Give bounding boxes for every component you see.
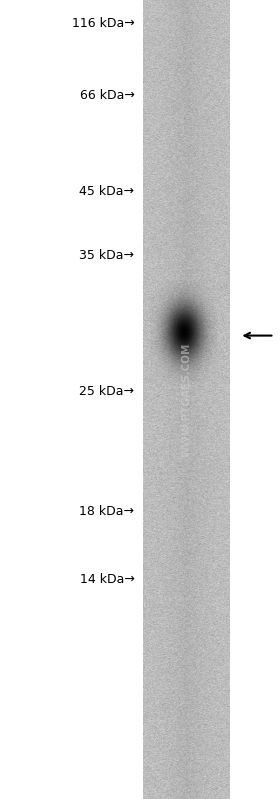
- Text: 45 kDa→: 45 kDa→: [80, 185, 134, 198]
- Text: 25 kDa→: 25 kDa→: [80, 385, 134, 398]
- Text: 35 kDa→: 35 kDa→: [80, 249, 134, 262]
- Text: 18 kDa→: 18 kDa→: [80, 505, 134, 518]
- Text: 66 kDa→: 66 kDa→: [80, 89, 134, 102]
- Text: 116 kDa→: 116 kDa→: [72, 18, 134, 30]
- Text: 14 kDa→: 14 kDa→: [80, 573, 134, 586]
- Text: WWW.PTGAES.COM: WWW.PTGAES.COM: [181, 342, 191, 457]
